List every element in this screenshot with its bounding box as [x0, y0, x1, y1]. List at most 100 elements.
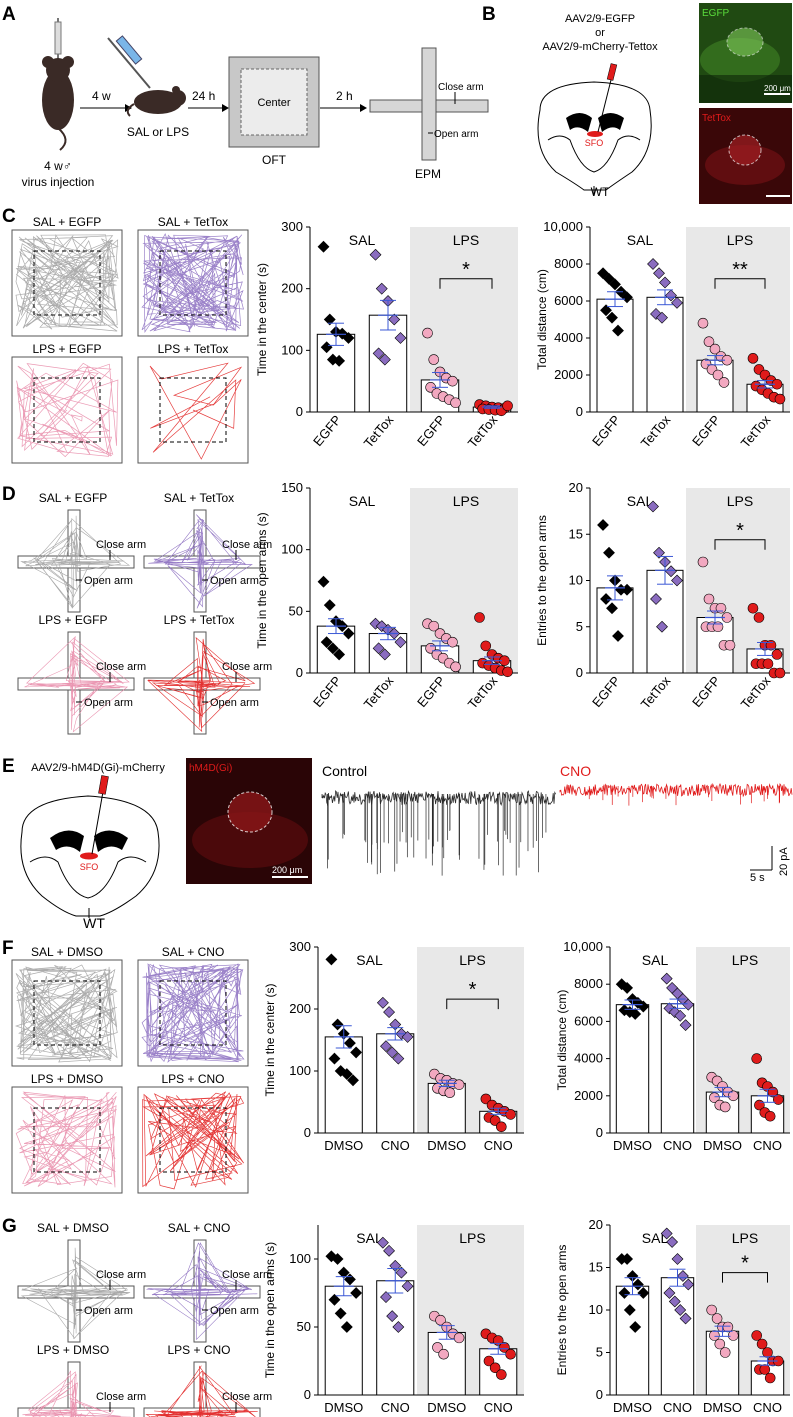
hm4d-histology-image — [186, 758, 312, 884]
oft-track-grid-f: SAL + DMSO SAL + CNO LPS + DMSO LPS + CNO — [11, 945, 249, 1194]
y-tick-label: 10,000 — [563, 939, 603, 954]
hm4d-image-label: hM4D(Gi) — [189, 763, 232, 774]
trace-baseline — [559, 782, 793, 798]
open-arm-label: Open arm — [84, 697, 133, 709]
hm4d-scale-label: 200 μm — [272, 865, 302, 875]
data-point — [665, 565, 677, 578]
x-tick-label: DMSO — [427, 1400, 466, 1415]
panel-a-letter: A — [2, 4, 16, 25]
data-point — [395, 1266, 408, 1279]
bar — [324, 1285, 363, 1396]
x-tick-label: CNO — [381, 1138, 410, 1153]
data-point — [600, 593, 612, 605]
epm-label: LPS + TetTox — [164, 613, 235, 627]
data-point — [756, 1338, 768, 1350]
data-point — [502, 666, 513, 678]
y-tick-label: 2000 — [574, 1088, 603, 1103]
chart-c-center-time: 0 100 200 300 Time in the center (s) SAL LPS EG… — [255, 219, 518, 451]
epm-track-path — [146, 1242, 258, 1341]
data-point — [375, 282, 388, 295]
data-point — [369, 248, 382, 261]
mouse-crawling-icon — [126, 86, 186, 117]
data-point — [453, 1079, 465, 1090]
data-point — [719, 1101, 731, 1113]
data-point — [759, 1364, 771, 1375]
genotype-label: WT — [591, 185, 610, 199]
significance-star: ** — [732, 259, 748, 281]
data-point — [753, 612, 765, 623]
x-tick-label: TetTox — [638, 412, 674, 451]
data-point — [317, 575, 330, 588]
bar — [615, 1285, 650, 1396]
y-axis-label: Entries to the open arms — [555, 1245, 569, 1376]
y-tick-label: 0 — [596, 1125, 603, 1140]
data-point — [342, 332, 355, 344]
mouse-caption-1: 4 w♂ — [44, 159, 72, 173]
data-point — [706, 1304, 718, 1316]
x-tick-label: CNO — [663, 1138, 692, 1153]
data-point — [666, 1236, 679, 1248]
data-point — [612, 324, 624, 337]
data-point — [331, 1018, 344, 1031]
data-point — [334, 1307, 347, 1320]
group-label: SAL — [627, 232, 654, 248]
virus-line-1: AAV2/9-EGFP — [565, 13, 635, 25]
open-arm-label: Open arm — [210, 575, 259, 587]
data-point — [333, 648, 346, 661]
data-point — [447, 636, 458, 648]
data-point — [747, 353, 759, 364]
data-point — [378, 648, 391, 661]
x-tick-label: EGFP — [310, 412, 344, 449]
data-point — [323, 599, 336, 612]
data-point — [323, 313, 336, 326]
chart-d-open-arm-entries: 0 5 10 15 20 Entries to the open arms SAL LPS EG… — [535, 480, 790, 712]
chart-d-open-arm-time: 0 50 100 150 Time in the open arms (s) SAL LPS… — [255, 480, 518, 712]
step-2-label: 24 h — [192, 89, 215, 103]
data-point — [653, 267, 665, 280]
y-axis-label: Time in the center (s) — [255, 263, 269, 376]
data-point — [380, 1291, 392, 1304]
y-axis-label: Time in the center (s) — [263, 984, 277, 1097]
data-point — [450, 661, 461, 673]
panel-f-letter: F — [2, 938, 14, 959]
step-1-label: 4 w — [92, 89, 111, 103]
group-label: LPS — [459, 1230, 485, 1246]
track-path — [142, 1091, 245, 1190]
data-point — [350, 1287, 363, 1299]
close-arm-label: Close arm — [96, 1269, 146, 1281]
data-point — [496, 1369, 507, 1380]
center-zone-border — [159, 980, 227, 1046]
data-point — [350, 1046, 363, 1059]
group-label: SAL — [356, 952, 383, 968]
oft-caption: OFT — [262, 153, 287, 167]
data-point — [369, 617, 382, 630]
x-tick-label: EGFP — [689, 412, 723, 449]
data-point — [480, 640, 492, 652]
center-zone-border — [33, 1107, 101, 1173]
data-point — [653, 546, 665, 559]
close-arm-label: Close arm — [222, 539, 272, 551]
epm-label: SAL + CNO — [168, 1221, 231, 1235]
data-point — [344, 1037, 356, 1050]
x-tick-label: DMSO — [324, 1400, 363, 1415]
data-point — [600, 304, 612, 317]
track-path — [141, 963, 245, 1063]
data-point — [386, 1310, 399, 1323]
y-tick-label: 5 — [576, 619, 583, 634]
track-path — [15, 1091, 117, 1188]
data-point — [474, 612, 485, 623]
panel-a: A 4 w♂ virus injection 4 w — [2, 4, 489, 189]
x-tick-label: EGFP — [414, 412, 448, 449]
y-tick-label: 20 — [569, 480, 583, 495]
track-path — [141, 233, 244, 334]
chart-c-total-distance: 0 2000 4000 6000 8000 10,000 Total distance (c… — [535, 219, 790, 451]
significance-bracket — [446, 998, 499, 1010]
e-brain-section-diagram — [20, 795, 160, 918]
data-point — [372, 347, 385, 360]
epm-label: LPS + CNO — [167, 1343, 230, 1357]
epm-label: SAL + DMSO — [37, 1221, 109, 1235]
y-axis-label: Entries to the open arms — [535, 515, 549, 646]
data-point — [603, 546, 615, 559]
y-tick-label: 4000 — [574, 1051, 603, 1066]
virus-needle-icon — [597, 63, 618, 133]
